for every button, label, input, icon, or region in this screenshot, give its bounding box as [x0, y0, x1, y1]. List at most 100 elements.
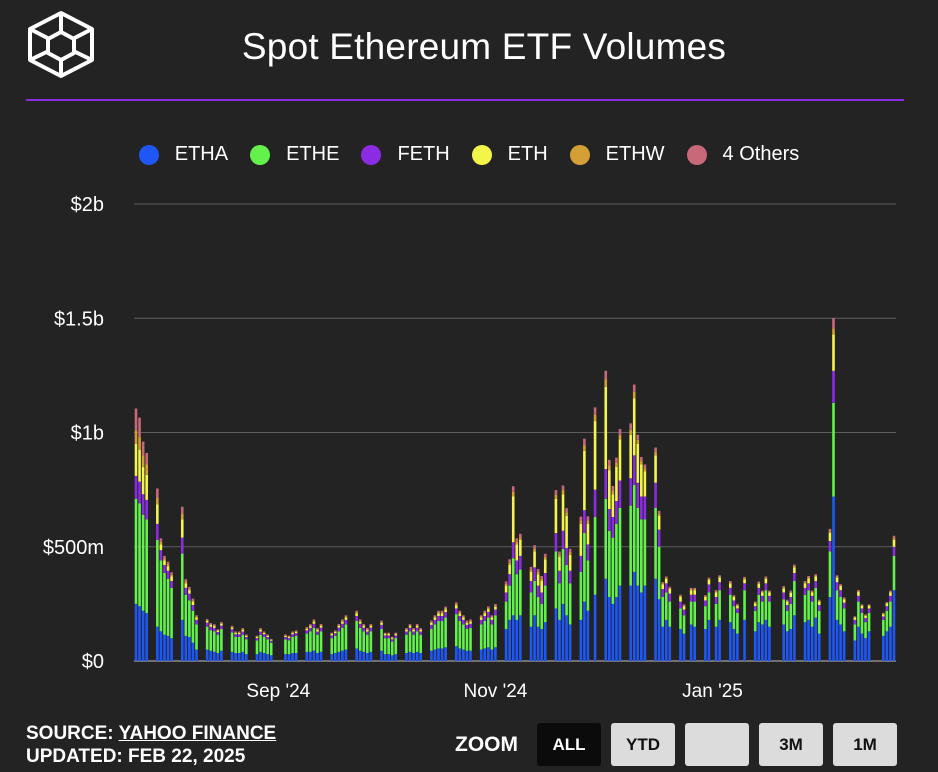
bar-segment-4-others [657, 510, 661, 514]
bar-segment-etha [433, 649, 437, 661]
bar-segment-eth [430, 622, 433, 625]
bar-segment-feth [316, 631, 319, 635]
bar-segment-eth [643, 471, 647, 497]
bar-segment-feth [661, 589, 664, 598]
bar-segment-feth [817, 605, 821, 611]
bar-segment-ethw [291, 632, 294, 633]
bar-segment-etha [262, 653, 266, 661]
bar-segment-eth [245, 635, 248, 638]
bar-segment-etha [291, 653, 294, 661]
bar-segment-feth [718, 582, 721, 591]
bar-segment-ethw [511, 491, 515, 497]
bar-segment-eth [828, 533, 832, 542]
bar-segment-feth [419, 631, 422, 635]
bar-segment-feth [835, 582, 839, 591]
bar-segment-4-others [138, 417, 141, 438]
bar-segment-etha [657, 599, 661, 661]
bar-segment-feth [540, 592, 543, 604]
bar-segment-4-others [341, 619, 344, 621]
zoom-all-button[interactable]: ALL [537, 723, 601, 766]
bar-segment-ethw [618, 434, 622, 440]
bar-segment-ethw [241, 629, 245, 630]
legend-item-eth[interactable]: ETH [471, 143, 548, 166]
bar-segment-4-others [369, 623, 373, 625]
bar-segment-ethw [234, 632, 237, 633]
bar-segment-etha [803, 622, 807, 661]
bar-segment-ethe [366, 634, 369, 653]
bar-segment-feth [857, 595, 860, 602]
bar-segment-ethw [693, 589, 697, 591]
bar-segment-eth [305, 628, 309, 631]
bar-segment-ethe [857, 601, 860, 627]
bar-segment-feth [529, 581, 533, 593]
bar-segment-4-others [732, 595, 736, 597]
bar-segment-ethe [533, 581, 536, 616]
bar-segment-eth [170, 576, 173, 582]
bar-segment-etha [440, 648, 444, 661]
bar-segment-eth [814, 576, 818, 582]
bar-segment-eth [579, 523, 583, 556]
bar-segment-4-others [494, 604, 497, 606]
bar-segment-feth [536, 585, 540, 598]
bar-segment-ethw [554, 494, 558, 499]
bar-segment-feth [689, 594, 693, 602]
zoom-3m-button[interactable]: 3M [759, 723, 823, 766]
bar-segment-ethe [220, 629, 223, 651]
bar-segment-etha [170, 638, 173, 661]
bar-segment-feth [230, 629, 234, 633]
bar-segment-ethw [608, 465, 611, 471]
bar-segment-4-others [864, 614, 867, 616]
zoom-blank-button[interactable] [685, 723, 749, 766]
source-link[interactable]: YAHOO FINANCE [118, 723, 277, 744]
bar-segment-feth [380, 624, 383, 630]
bar-segment-etha [180, 619, 184, 661]
bar-segment-etha [220, 650, 223, 661]
bar-segment-ethw [184, 581, 188, 584]
bar-segment-eth [291, 632, 294, 635]
bar-segment-feth [842, 602, 846, 609]
bar-segment-4-others [469, 619, 472, 621]
bar-segment-ethw [782, 587, 785, 589]
bar-segment-feth [565, 547, 568, 566]
zoom-ytd-button[interactable]: YTD [611, 723, 675, 766]
bar-segment-ethe [689, 601, 693, 625]
bar-segment-ethw [444, 607, 447, 610]
bar-segment-ethe [504, 601, 508, 630]
bar-segment-ethe [540, 603, 543, 630]
bar-segment-feth [159, 550, 163, 561]
bar-segment-etha [234, 653, 237, 661]
bar-segment-eth [437, 613, 440, 616]
bar-segment-feth [782, 592, 785, 600]
bar-segment-etha [579, 619, 583, 661]
bar-segment-ethw [839, 585, 842, 587]
bar-segment-eth [768, 592, 771, 596]
bar-segment-eth [657, 515, 661, 530]
bar-segment-ethe [554, 551, 558, 609]
bar-segment-4-others [433, 615, 437, 617]
bar-segment-eth [479, 617, 483, 620]
legend-item-others[interactable]: 4 Others [686, 143, 799, 166]
legend-item-ethe[interactable]: ETHE [250, 143, 339, 166]
bar-segment-eth [184, 583, 188, 588]
bar-segment-feth [608, 509, 611, 531]
legend-item-feth[interactable]: FETH [361, 143, 450, 166]
bar-segment-ethe [793, 581, 796, 616]
bar-segment-4-others [554, 490, 558, 495]
bar-segment-feth [234, 634, 237, 638]
bar-segment-feth [458, 615, 462, 622]
bar-segment-feth [195, 619, 198, 625]
legend-swatch [138, 144, 159, 165]
legend-item-ethw[interactable]: ETHW [569, 143, 665, 166]
bar-segment-4-others [156, 488, 159, 498]
bar-segment-ethw [543, 556, 547, 560]
bar-segment-etha [718, 619, 721, 661]
bar-segment-eth [679, 597, 682, 602]
bar-segment-etha [889, 626, 892, 661]
legend-item-etha[interactable]: ETHA [138, 143, 228, 166]
bar-segment-ethe [704, 606, 707, 630]
bar-segment-feth [682, 609, 686, 616]
zoom-1m-button[interactable]: 1M [833, 723, 897, 766]
bar-segment-eth [832, 334, 835, 371]
bar-segment-4-others [220, 621, 223, 623]
bar-segment-4-others [458, 610, 462, 613]
